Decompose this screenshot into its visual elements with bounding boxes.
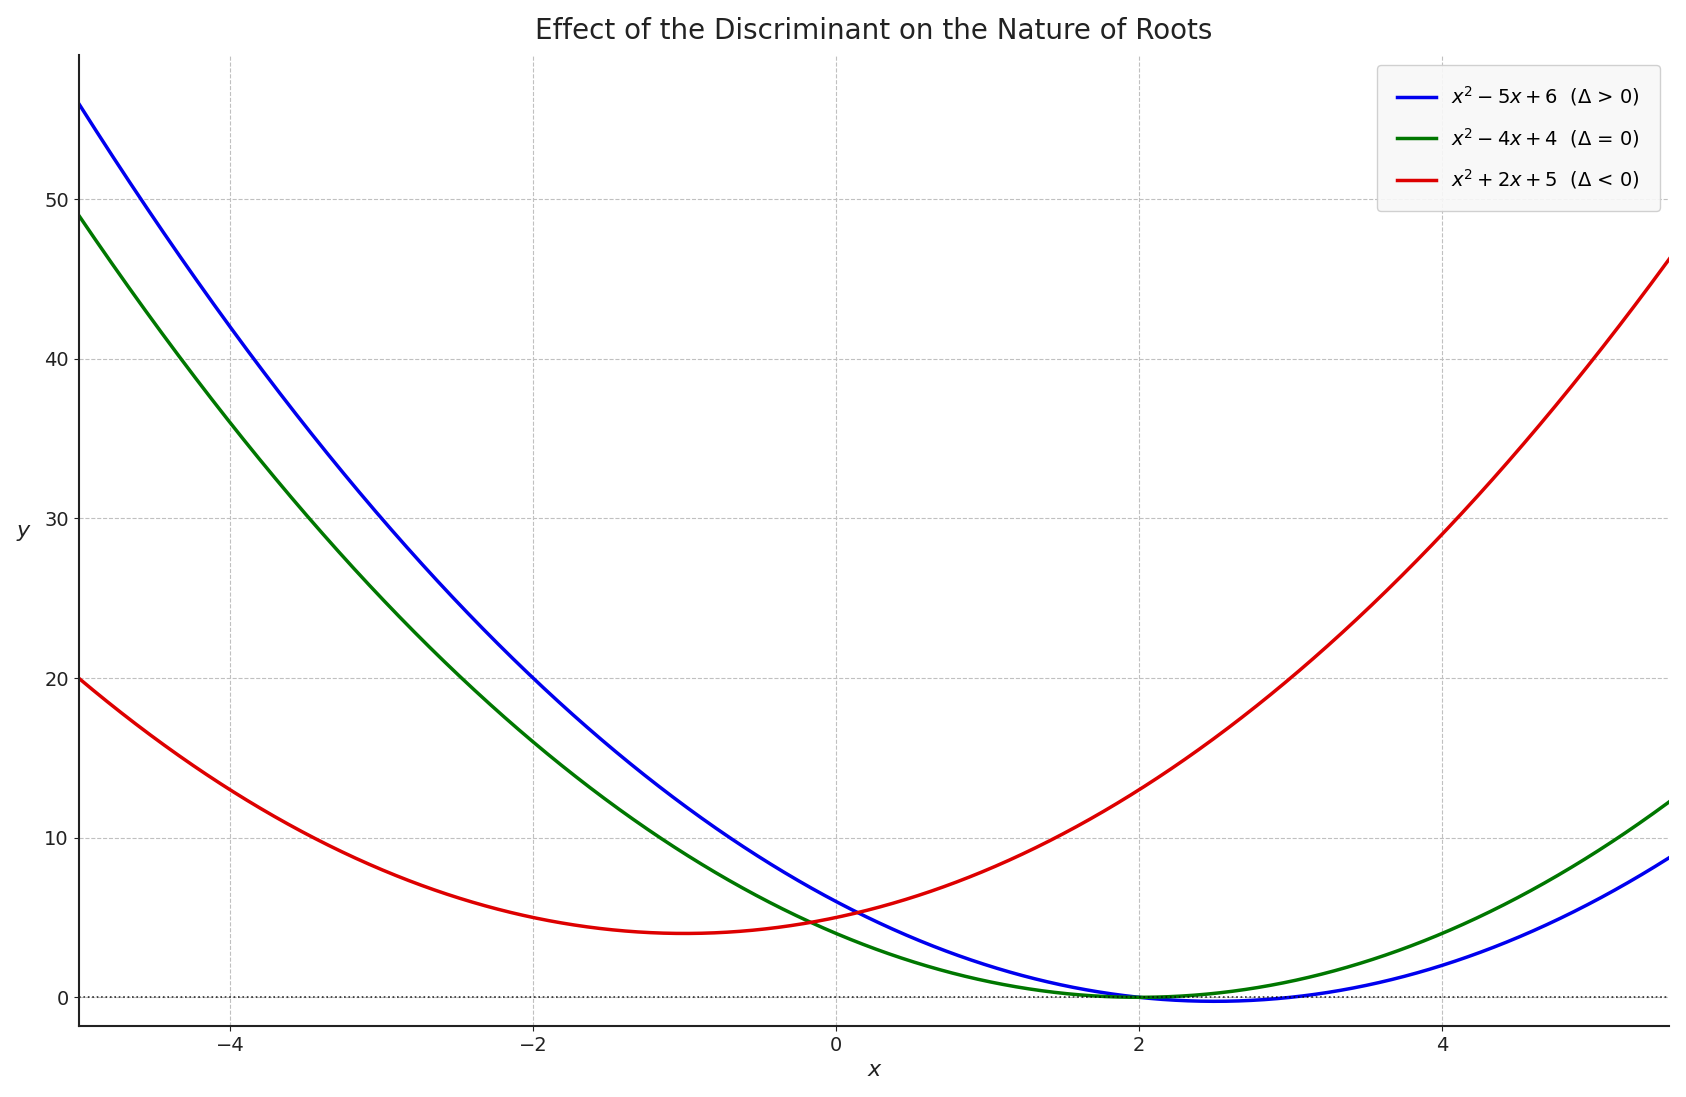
$x^2 - 5x + 6$  (Δ > 0)	[1614, 879, 1634, 892]
$x^2 + 2x + 5$  (Δ < 0)	[674, 927, 695, 940]
$x^2 + 2x + 5$  (Δ < 0)	[1614, 314, 1634, 327]
$x^2 - 4x + 4$  (Δ = 0)	[1614, 828, 1634, 841]
$x^2 + 2x + 5$  (Δ < 0)	[1322, 635, 1342, 648]
$x^2 - 5x + 6$  (Δ > 0)	[841, 903, 862, 916]
$x^2 - 4x + 4$  (Δ = 0)	[69, 208, 89, 222]
$x^2 - 5x + 6$  (Δ > 0)	[150, 220, 170, 234]
$x^2 - 5x + 6$  (Δ > 0)	[1659, 851, 1679, 864]
Y-axis label: y: y	[17, 521, 30, 541]
Line: $x^2 + 2x + 5$  (Δ < 0): $x^2 + 2x + 5$ (Δ < 0)	[79, 259, 1669, 934]
$x^2 - 4x + 4$  (Δ = 0)	[1130, 991, 1150, 1004]
$x^2 + 2x + 5$  (Δ < 0)	[69, 671, 89, 685]
$x^2 - 4x + 4$  (Δ = 0)	[1322, 965, 1342, 979]
$x^2 + 2x + 5$  (Δ < 0)	[801, 916, 821, 929]
$x^2 - 5x + 6$  (Δ > 0)	[799, 881, 819, 894]
$x^2 - 4x + 4$  (Δ = 0)	[841, 934, 862, 947]
$x^2 - 4x + 4$  (Δ = 0)	[799, 915, 819, 928]
Legend: $x^2 - 5x + 6$  (Δ > 0), $x^2 - 4x + 4$  (Δ = 0), $x^2 + 2x + 5$  (Δ < 0): $x^2 - 5x + 6$ (Δ > 0), $x^2 - 4x + 4$ (…	[1377, 65, 1659, 211]
$x^2 + 2x + 5$  (Δ < 0)	[150, 735, 170, 748]
$x^2 - 4x + 4$  (Δ = 0)	[1614, 827, 1634, 840]
$x^2 + 2x + 5$  (Δ < 0)	[1614, 313, 1634, 326]
Line: $x^2 - 4x + 4$  (Δ = 0): $x^2 - 4x + 4$ (Δ = 0)	[79, 215, 1669, 997]
$x^2 + 2x + 5$  (Δ < 0)	[843, 907, 863, 920]
$x^2 - 4x + 4$  (Δ = 0)	[1659, 795, 1679, 808]
$x^2 - 5x + 6$  (Δ > 0)	[1322, 985, 1342, 998]
$x^2 + 2x + 5$  (Δ < 0)	[1659, 252, 1679, 265]
$x^2 - 5x + 6$  (Δ > 0)	[1614, 879, 1634, 892]
Line: $x^2 - 5x + 6$  (Δ > 0): $x^2 - 5x + 6$ (Δ > 0)	[79, 103, 1669, 1002]
$x^2 - 5x + 6$  (Δ > 0)	[69, 97, 89, 110]
$x^2 - 5x + 6$  (Δ > 0)	[1205, 995, 1226, 1008]
Title: Effect of the Discriminant on the Nature of Roots: Effect of the Discriminant on the Nature…	[534, 16, 1212, 45]
$x^2 - 4x + 4$  (Δ = 0)	[150, 324, 170, 337]
X-axis label: x: x	[867, 1061, 880, 1081]
